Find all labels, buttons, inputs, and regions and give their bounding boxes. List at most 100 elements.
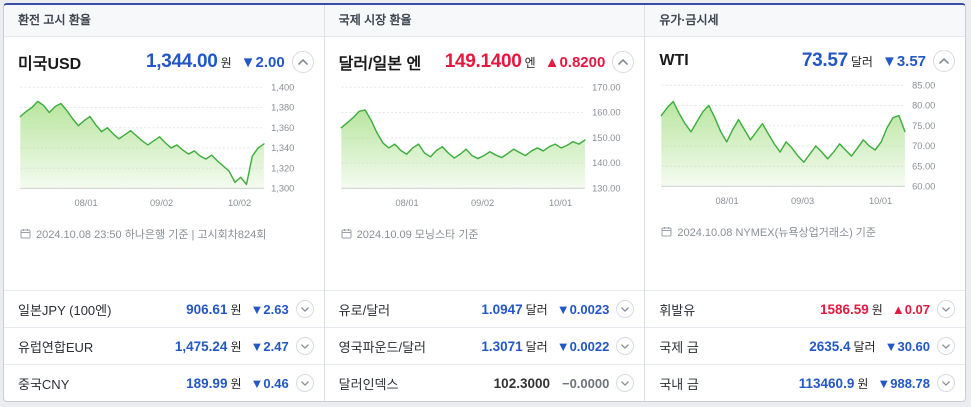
sub-rows: 일본JPY (100엔) 906.61 원 ▼2.63 유럽연합EUR 1,475.… (4, 290, 324, 401)
row-unit: 원 (230, 339, 242, 354)
svg-text:140.00: 140.00 (592, 158, 620, 168)
expand-button[interactable] (937, 300, 956, 318)
panel-oil-gold: 유가·금시세 WTI 73.57 달러 ▼3.57 85.00 80.00 75.00… (644, 5, 965, 401)
chevron-down-icon (300, 306, 309, 312)
svg-text:75.00: 75.00 (912, 121, 935, 131)
quote-name[interactable]: 미국USD (18, 56, 82, 73)
wti-chart: 85.00 80.00 75.00 70.00 65.00 60.00 08/01 09/03… (660, 80, 936, 206)
svg-text:60.00: 60.00 (912, 182, 935, 192)
sub-row: 중국CNY 189.99 원 ▼0.46 (4, 364, 324, 401)
sub-row: 국제 금 2635.4 달러 ▼30.60 (645, 327, 965, 364)
panel-international-fx: 국제 시장 환율 달러/일본 엔 149.1400 엔 ▲0.8200 170.0… (323, 5, 645, 401)
expand-button[interactable] (295, 374, 314, 392)
sub-row: 영국파운드/달러 1.3071 달러 ▼0.0022 (324, 327, 645, 364)
panel-title: 유가·금시세 (645, 5, 965, 37)
row-change: ▼0.0023 (556, 301, 610, 317)
svg-text:85.00: 85.00 (912, 80, 935, 90)
svg-text:09/02: 09/02 (150, 198, 173, 208)
source-text: 2024.10.08 NYMEX(뉴욕상업거래소) 기준 (677, 226, 877, 239)
row-unit: 달러 (525, 302, 548, 317)
svg-text:1,400: 1,400 (271, 82, 294, 92)
expand-button[interactable] (616, 300, 635, 318)
quote-values: 1,344.00 원 ▼2.00 (146, 51, 285, 73)
row-value: 2635.4 (809, 338, 851, 354)
quote-row: 달러/일본 엔 149.1400 엔 ▲0.8200 (325, 37, 645, 77)
chevron-down-icon (621, 380, 630, 386)
svg-text:70.00: 70.00 (912, 141, 935, 151)
quote-change: ▼2.00 (240, 54, 285, 71)
panel-exchange-rate: 환전 고시 환율 미국USD 1,344.00 원 ▼2.00 1,400 1,38… (4, 5, 324, 401)
row-unit: 달러 (525, 339, 548, 354)
row-unit: 원 (230, 302, 242, 317)
expand-button[interactable] (937, 374, 956, 392)
svg-text:09/02: 09/02 (471, 198, 494, 208)
row-label[interactable]: 일본JPY (100엔) (18, 302, 112, 318)
chart-area: 1,400 1,380 1,360 1,340 1,320 1,300 08/01 09/02… (4, 77, 324, 224)
row-value: 1,475.24 (174, 338, 228, 354)
quote-row: WTI 73.57 달러 ▼3.57 (645, 37, 965, 75)
chevron-down-icon (942, 306, 950, 312)
chevron-up-icon (618, 59, 629, 65)
row-unit: 원 (871, 302, 883, 317)
row-change: ▼0.46 (250, 375, 289, 391)
quote-values: 149.1400 엔 ▲0.8200 (445, 51, 606, 73)
row-unit: 달러 (853, 339, 876, 354)
quote-row: 미국USD 1,344.00 원 ▼2.00 (4, 37, 324, 77)
row-value: 189.99 (186, 375, 228, 391)
sub-row: 휘발유 1586.59 원 ▲0.07 (645, 290, 965, 327)
expand-button[interactable] (616, 374, 635, 392)
row-value: 1.0947 (481, 301, 523, 317)
row-value: 102.3000 (493, 375, 550, 391)
quote-value: 73.57 (801, 50, 848, 71)
quote-name[interactable]: WTI (659, 52, 689, 69)
row-label[interactable]: 영국파운드/달러 (338, 339, 427, 355)
svg-text:160.00: 160.00 (592, 108, 620, 118)
chevron-down-icon (942, 380, 950, 386)
svg-text:1,300: 1,300 (271, 184, 294, 194)
calendar-icon (661, 227, 672, 237)
row-unit: 원 (230, 376, 242, 391)
expand-button[interactable] (937, 337, 956, 355)
row-value: 906.61 (186, 301, 228, 317)
chevron-up-icon (939, 58, 949, 64)
chart-area: 170.00 160.00 150.00 140.00 130.00 08/01 09/02… (325, 77, 645, 224)
row-label[interactable]: 유로/달러 (338, 302, 391, 318)
panel-title: 환전 고시 환율 (4, 5, 324, 37)
collapse-button[interactable] (291, 51, 314, 73)
row-value: 113460.9 (798, 375, 855, 391)
source-note: 2024.10.08 23:50 하나은행 기준 | 고시회차824회 (4, 224, 324, 242)
svg-text:170.00: 170.00 (592, 82, 620, 92)
quote-name[interactable]: 달러/일본 엔 (338, 56, 422, 73)
svg-text:1,320: 1,320 (271, 163, 294, 173)
chevron-down-icon (621, 343, 630, 349)
quote-value: 149.1400 (444, 51, 522, 72)
collapse-button[interactable] (612, 51, 635, 73)
usd-jpy-chart: 170.00 160.00 150.00 140.00 130.00 08/01 09/02… (340, 82, 620, 208)
row-value: 1.3071 (481, 338, 523, 354)
row-label[interactable]: 국제 금 (659, 339, 699, 355)
row-change: ▲0.07 (891, 301, 931, 317)
quote-unit: 원 (220, 56, 232, 70)
row-label[interactable]: 국내 금 (659, 376, 699, 392)
row-value: 1586.59 (819, 301, 869, 317)
svg-text:10/02: 10/02 (228, 198, 251, 208)
sub-row: 일본JPY (100엔) 906.61 원 ▼2.63 (4, 290, 324, 327)
row-label[interactable]: 달러인덱스 (338, 376, 399, 392)
sub-rows: 휘발유 1586.59 원 ▲0.07 국제 금 2635.4 달러 ▼30.60 국내… (645, 290, 965, 401)
chart-area: 85.00 80.00 75.00 70.00 65.00 60.00 08/01 09/03… (645, 75, 965, 222)
row-label[interactable]: 휘발유 (659, 302, 696, 318)
collapse-button[interactable] (933, 50, 956, 72)
quote-change: ▲0.8200 (544, 54, 606, 71)
sub-row: 유로/달러 1.0947 달러 ▼0.0023 (324, 290, 645, 327)
row-unit: 원 (857, 376, 869, 391)
chevron-down-icon (300, 343, 309, 349)
row-label[interactable]: 유럽연합EUR (18, 339, 94, 355)
source-note: 2024.10.08 NYMEX(뉴욕상업거래소) 기준 (645, 222, 965, 240)
expand-button[interactable] (295, 300, 314, 318)
sub-row: 달러인덱스 102.3000 −0.0000 (324, 364, 645, 401)
row-label[interactable]: 중국CNY (18, 376, 70, 392)
expand-button[interactable] (616, 337, 635, 355)
expand-button[interactable] (295, 337, 314, 355)
svg-text:1,340: 1,340 (271, 143, 294, 153)
sub-rows: 유로/달러 1.0947 달러 ▼0.0023 영국파운드/달러 1.3071 달러 ▼… (324, 290, 645, 401)
